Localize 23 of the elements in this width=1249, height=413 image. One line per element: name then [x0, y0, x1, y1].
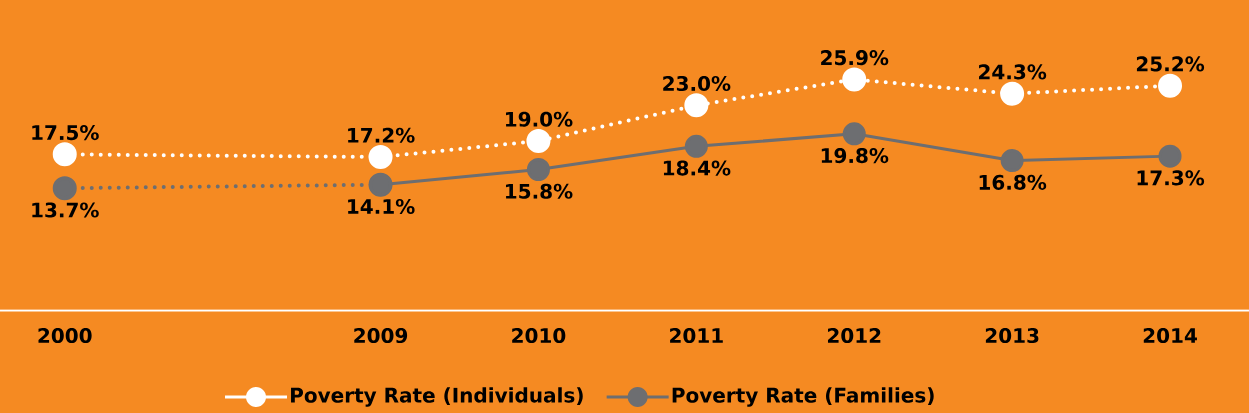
data-label: 25.9% [821, 50, 889, 66]
data-label: 17.3% [1137, 170, 1205, 186]
data-label: 17.2% [348, 127, 415, 143]
x-tick-label: 2013 [985, 327, 1039, 344]
x-tick-label: 2011 [670, 327, 723, 344]
data-label: 24.3% [979, 64, 1047, 80]
data-label: 14.1% [348, 198, 415, 214]
data-label: 19.8% [821, 148, 889, 164]
data-label: 17.5% [32, 125, 99, 141]
data-label: 13.7% [32, 202, 99, 218]
legend-label: Poverty Rate (Families) [672, 387, 934, 407]
data-label: 15.8% [506, 183, 573, 199]
data-label: 18.4% [663, 160, 731, 176]
data-label: 16.8% [979, 174, 1047, 190]
x-tick-label: 2014 [1143, 327, 1197, 344]
data-label: 25.2% [1136, 56, 1205, 72]
data-label: 19.0% [506, 111, 573, 127]
legend-label: Poverty Rate (Individuals) [291, 387, 583, 407]
x-tick-label: 2009 [354, 327, 408, 344]
x-tick-label: 2000 [38, 327, 92, 344]
data-label: 23.0% [663, 75, 731, 92]
x-tick-label: 2010 [512, 327, 566, 344]
x-tick-label: 2012 [827, 327, 881, 344]
